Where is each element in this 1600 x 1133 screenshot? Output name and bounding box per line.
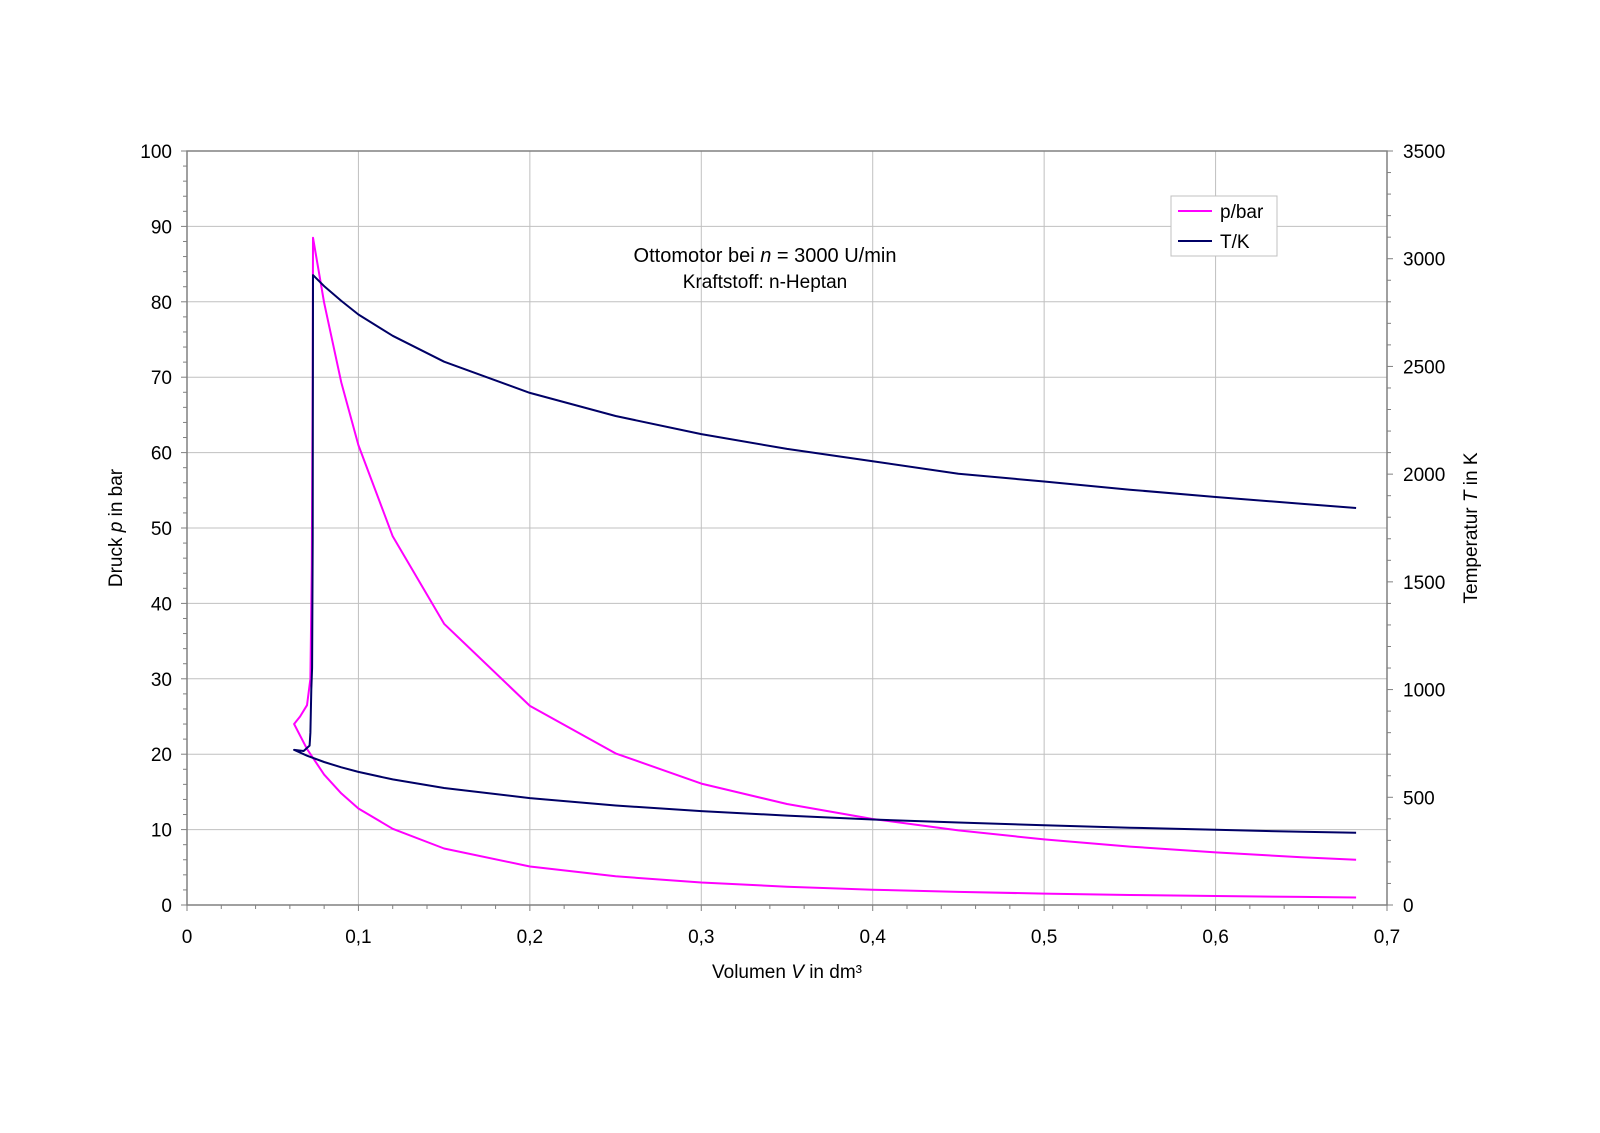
legend-label-pressure: p/bar <box>1220 202 1264 223</box>
y-tick-label: 90 <box>151 217 172 238</box>
y2-tick-label: 3500 <box>1403 142 1445 163</box>
y-tick-label: 70 <box>151 368 172 389</box>
y2-tick-label: 1000 <box>1403 681 1445 702</box>
chart-subtitle: Kraftstoff: n-Heptan <box>683 272 847 293</box>
ticks: 0 0,1 0,2 0,3 0,4 0,5 0,6 0,7010203040506070809… <box>140 142 1445 948</box>
y-tick-label: 60 <box>151 444 172 465</box>
x-tick-label: 0,5 <box>1031 927 1057 948</box>
y2-tick-label: 500 <box>1403 788 1435 809</box>
legend-label-temperature: T/K <box>1220 232 1250 253</box>
temperature-series-line <box>293 274 1357 834</box>
y2-tick-label: 2500 <box>1403 357 1445 378</box>
x-tick-label: 0,6 <box>1202 927 1228 948</box>
y-tick-label: 50 <box>151 519 172 540</box>
y-axis-label: Druck p in bar <box>106 468 127 587</box>
x-tick-label: 0,3 <box>688 927 714 948</box>
legend: p/bar T/K <box>1170 195 1278 257</box>
chart-title: Ottomotor bei n = 3000 U/min <box>634 245 897 267</box>
y-tick-label: 100 <box>140 142 172 163</box>
x-tick-label: 0,4 <box>860 927 887 948</box>
y-tick-label: 80 <box>151 293 172 314</box>
y-tick-label: 30 <box>151 670 172 691</box>
y-tick-label: 0 <box>161 896 172 917</box>
y2-tick-label: 0 <box>1403 896 1414 917</box>
series <box>293 236 1357 899</box>
x-tick-label: 0 <box>182 927 193 948</box>
legend-box <box>1170 195 1278 257</box>
y-tick-label: 40 <box>151 594 172 615</box>
y2-tick-label: 3000 <box>1403 250 1445 271</box>
y2-tick-label: 2000 <box>1403 465 1445 486</box>
pressure-series-line <box>293 236 1357 899</box>
x-tick-label: 0,2 <box>517 927 543 948</box>
y2-tick-label: 1500 <box>1403 573 1445 594</box>
x-tick-label: 0,7 <box>1374 927 1400 948</box>
grid <box>187 151 1387 905</box>
y-tick-label: 20 <box>151 745 172 766</box>
y2-axis-label: Temperatur T in K <box>1461 452 1482 603</box>
x-axis-label: Volumen V in dm³ <box>712 962 862 983</box>
x-tick-label: 0,1 <box>345 927 371 948</box>
y-tick-label: 10 <box>151 821 172 842</box>
